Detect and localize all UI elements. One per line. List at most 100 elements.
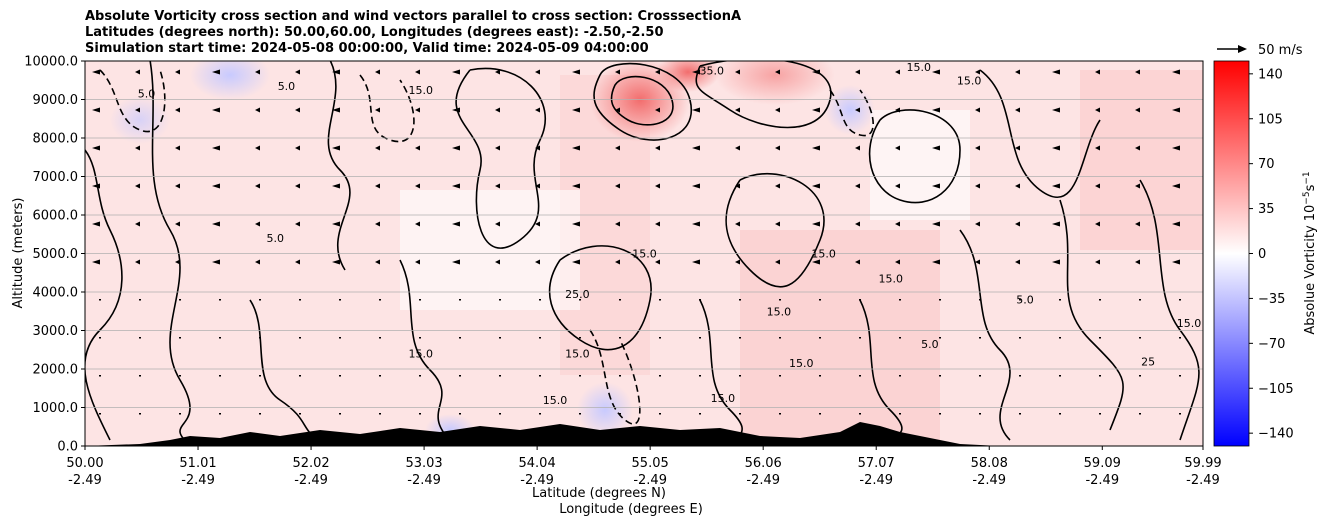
wind-vector bbox=[1052, 221, 1060, 227]
wind-vector bbox=[259, 413, 261, 415]
wind-vector bbox=[979, 413, 981, 415]
wind-vector bbox=[539, 337, 541, 339]
wind-vector bbox=[1095, 183, 1100, 189]
wind-vector bbox=[535, 107, 540, 113]
wind-vector bbox=[339, 337, 341, 339]
colorbar-tick-label: 70 bbox=[1258, 157, 1275, 172]
wind-vector bbox=[499, 299, 501, 301]
wind-vector bbox=[1015, 221, 1020, 227]
plot-area: 5.0 5.0 15.0 35.0 15.0 15.0 5.0 15.0 15.0 15.0 25.… bbox=[84, 60, 1204, 447]
wind-vector bbox=[332, 69, 340, 75]
wind-vector bbox=[735, 69, 740, 75]
wind-vector bbox=[779, 375, 781, 377]
wind-vector bbox=[175, 221, 180, 227]
wind-vector bbox=[175, 107, 180, 113]
wind-vector bbox=[375, 259, 380, 265]
wind-vector bbox=[1052, 69, 1060, 75]
wind-vector bbox=[812, 221, 820, 227]
y-tick-label: 6000.0 bbox=[33, 209, 79, 224]
wind-vector bbox=[775, 107, 780, 113]
wind-vector bbox=[659, 337, 661, 339]
wind-vector bbox=[899, 375, 901, 377]
wind-vector bbox=[375, 221, 380, 227]
x-axis: 50.00 -2.49 51.01 -2.49 52.02 -2.49 53.03 -2.49… bbox=[66, 446, 1222, 488]
colorbar-tick-label: 35 bbox=[1258, 202, 1275, 217]
wind-vector bbox=[855, 69, 860, 75]
wind-vector bbox=[932, 107, 940, 113]
contour-labels: 5.0 5.0 15.0 35.0 15.0 15.0 5.0 15.0 15.0 15.0 25.… bbox=[138, 61, 1201, 407]
vorticity-patch bbox=[656, 61, 720, 92]
wind-vector bbox=[419, 337, 421, 339]
colorbar-tick-label: −35 bbox=[1258, 292, 1285, 307]
wind-vector bbox=[1135, 221, 1140, 227]
wind-vector bbox=[739, 413, 741, 415]
wind-vector bbox=[932, 221, 940, 227]
x-axis-label-latitude: Latitude (degrees N) bbox=[532, 486, 666, 501]
wind-vector bbox=[255, 69, 260, 75]
vorticity-patch bbox=[715, 61, 835, 105]
contour-label: 15.0 bbox=[811, 248, 836, 261]
wind-vector bbox=[332, 221, 340, 227]
wind-vector bbox=[859, 375, 861, 377]
wind-vector bbox=[415, 69, 420, 75]
wind-vector bbox=[739, 299, 741, 301]
wind-vector bbox=[619, 337, 621, 339]
wind-vector bbox=[1019, 299, 1021, 301]
quiver-key: 50 m/s bbox=[1217, 43, 1303, 58]
wind-vector bbox=[415, 107, 420, 113]
contour-label: 5.0 bbox=[138, 88, 156, 101]
contour-label: 35.0 bbox=[699, 65, 724, 78]
wind-vector bbox=[975, 69, 980, 75]
wind-vector bbox=[99, 299, 101, 301]
x-tick-label-lat: 50.00 bbox=[66, 456, 103, 471]
wind-vector bbox=[812, 107, 820, 113]
colorbar-tick-label: −105 bbox=[1258, 382, 1294, 397]
contour-label: 15.0 bbox=[543, 394, 568, 407]
wind-vector bbox=[899, 337, 901, 339]
wind-vector bbox=[979, 299, 981, 301]
wind-vector bbox=[1059, 413, 1061, 415]
wind-vector bbox=[212, 183, 220, 189]
wind-vector bbox=[739, 375, 741, 377]
wind-vector bbox=[499, 375, 501, 377]
wind-vector bbox=[692, 259, 700, 265]
contour-label: 25 bbox=[1141, 355, 1155, 368]
wind-vector bbox=[295, 221, 300, 227]
wind-vector bbox=[539, 375, 541, 377]
wind-vector bbox=[859, 413, 861, 415]
wind-vector bbox=[899, 413, 901, 415]
wind-vector bbox=[1172, 221, 1180, 227]
wind-vector bbox=[1179, 299, 1181, 301]
wind-vector bbox=[295, 259, 300, 265]
wind-vector bbox=[899, 299, 901, 301]
wind-vector bbox=[295, 107, 300, 113]
wind-vector bbox=[735, 107, 740, 113]
wind-vector bbox=[819, 337, 821, 339]
wind-vector bbox=[495, 69, 500, 75]
x-tick-label-lon: -2.49 bbox=[859, 473, 893, 488]
wind-vector bbox=[415, 221, 420, 227]
wind-vector bbox=[135, 183, 140, 189]
wind-vector bbox=[379, 299, 381, 301]
wind-vector bbox=[375, 69, 380, 75]
x-tick-label-lon: -2.49 bbox=[746, 473, 780, 488]
wind-vector bbox=[535, 259, 540, 265]
wind-vector bbox=[1099, 337, 1101, 339]
wind-vector bbox=[339, 413, 341, 415]
wind-vector bbox=[1135, 145, 1140, 151]
wind-vector bbox=[735, 183, 740, 189]
wind-vector bbox=[975, 183, 980, 189]
wind-vector bbox=[932, 259, 940, 265]
wind-vector bbox=[375, 183, 380, 189]
x-tick-label-lat: 59.09 bbox=[1084, 456, 1121, 471]
wind-vector bbox=[1052, 183, 1060, 189]
quiver-key-arrowhead bbox=[1238, 45, 1247, 53]
wind-vector bbox=[212, 107, 220, 113]
wind-vector bbox=[92, 221, 100, 227]
wind-vector bbox=[1139, 337, 1141, 339]
chart-title-line-1: Absolute Vorticity cross section and win… bbox=[85, 9, 742, 24]
wind-vector bbox=[855, 107, 860, 113]
wind-vector bbox=[259, 375, 261, 377]
colorbar-tick-label: 140 bbox=[1258, 67, 1283, 82]
wind-vector bbox=[1015, 69, 1020, 75]
